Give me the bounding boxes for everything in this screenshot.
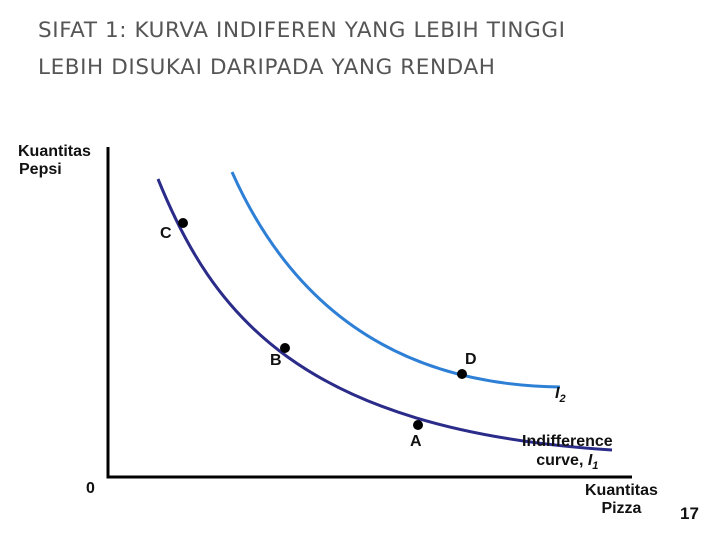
x-axis-label: Kuantitas Pizza [585, 482, 658, 518]
point-a-marker [413, 420, 423, 430]
y-axis-label-line-2: Pepsi [19, 161, 62, 178]
curve-i1-letter: I [587, 452, 593, 469]
origin-label: 0 [86, 480, 95, 497]
point-d-marker [457, 369, 467, 379]
slide-title: SIFAT 1: KURVA INDIFEREN YANG LEBIH TING… [38, 12, 688, 86]
y-axis-label-line-1: Kuantitas [18, 143, 91, 160]
curve-i2-subscript: 2 [559, 393, 566, 406]
page-number: 17 [680, 504, 699, 523]
point-a-label: A [410, 433, 422, 450]
curve-i1-subscript: 1 [592, 460, 599, 473]
curve-i2-letter: I [555, 385, 560, 402]
title-line-2: LEBIH DISUKAI DARIPADA YANG RENDAH [38, 55, 496, 80]
indifference-curve-i2 [230, 171, 561, 389]
title-line-1: SIFAT 1: KURVA INDIFEREN YANG LEBIH TING… [38, 18, 566, 43]
curve-i1-text: Indifference [522, 433, 613, 450]
x-axis-label-line-2: Pizza [601, 500, 642, 517]
point-c-marker [178, 218, 188, 228]
x-axis-label-line-1: Kuantitas [585, 482, 658, 499]
point-c-label: C [160, 225, 172, 242]
point-d-label: D [465, 351, 477, 368]
indifference-curve-i1 [156, 178, 613, 452]
curve-i1-text-2: curve, [536, 452, 588, 469]
y-axis-label: Kuantitas Pepsi [18, 143, 91, 179]
point-b-marker [280, 343, 290, 353]
curve-i1-label: Indifference curve, I1 [522, 432, 613, 476]
curve-i2-label: I2 [555, 384, 566, 409]
point-b-label: B [270, 352, 282, 369]
